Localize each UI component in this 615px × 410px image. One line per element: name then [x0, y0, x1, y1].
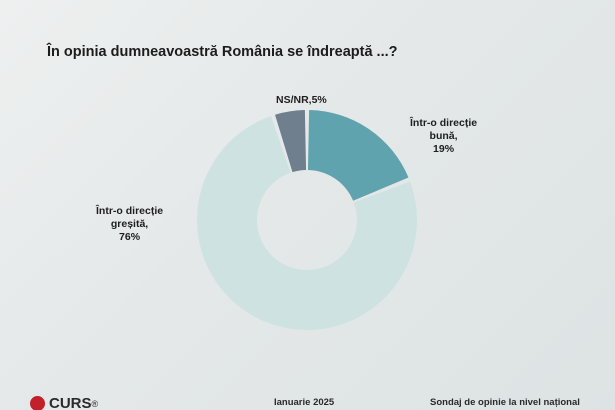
label-good-line3: 19% — [433, 143, 455, 155]
brand-name: CURS — [49, 395, 92, 410]
label-wrong-line1: Într-o direcție — [96, 205, 164, 217]
slice-ns-nr — [275, 110, 307, 173]
label-wrong-line2: greșită, — [110, 218, 149, 230]
chart-title: În opinia dumneavoastră România se îndre… — [47, 44, 398, 60]
label-ns-nr-line1: NS/NR,5% — [276, 94, 327, 106]
footer: CURS ® Ianuarie 2025 Sondaj de opinie la… — [0, 394, 615, 410]
survey-date: Ianuarie 2025 — [274, 397, 335, 408]
label-ns-nr: NS/NR,5% — [276, 94, 327, 107]
brand-registered-mark: ® — [91, 398, 99, 409]
brand-logo-icon — [30, 396, 45, 410]
brand-logo: CURS ® — [30, 395, 98, 410]
label-good-direction: Într-o direcție bună, 19% — [410, 117, 477, 156]
slice-good-direction — [307, 110, 409, 201]
label-good-line1: Într-o direcție — [410, 117, 478, 129]
survey-source: Sondaj de opinie la nivel național — [430, 397, 580, 408]
label-good-line2: bună, — [429, 130, 458, 142]
label-wrong-direction: Într-o direcție greșită, 76% — [96, 205, 163, 244]
slice-wrong-direction — [196, 116, 417, 330]
label-wrong-line3: 76% — [119, 231, 141, 243]
